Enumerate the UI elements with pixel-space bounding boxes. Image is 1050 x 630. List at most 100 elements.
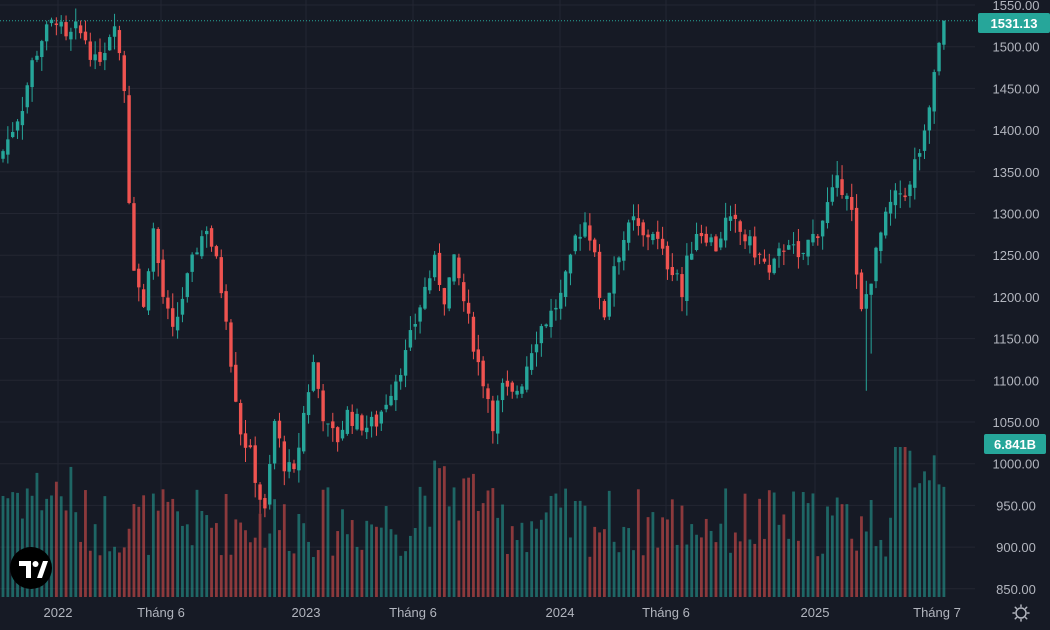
candle-body [641,222,645,236]
candle-body [534,344,539,353]
candle-body [365,427,369,433]
candle-body [302,412,306,452]
candle-body [845,195,849,200]
volume-bar [79,541,82,597]
volume-bar [74,512,78,597]
candle-body [544,324,548,327]
candle-body [646,234,650,238]
volume-bar [617,552,621,597]
candle-body [132,203,136,271]
volume-bar [244,530,247,597]
candle-body [529,353,534,370]
candle-body [457,257,461,279]
candle-body [723,217,728,241]
candle-body [340,429,345,439]
volume-bar [874,546,878,597]
volume-bar [932,455,936,597]
x-tick-label: 2025 [801,605,830,620]
candle-body [893,190,898,206]
volume-bar [438,468,441,597]
candle-body [922,130,927,151]
volume-bar [486,490,490,597]
volume-bar [142,495,146,597]
volume-bar [409,535,412,597]
candle-body [525,366,529,390]
volume-bar [35,472,39,597]
candle-body [190,254,194,272]
volume-bar [282,504,286,597]
y-tick-label: 1000.00 [993,457,1040,472]
volume-bar [850,538,854,597]
volume-bar [423,495,427,597]
volume-bar [743,493,747,597]
candle-body [510,382,514,392]
candle-body [588,225,592,241]
candle-body [88,41,92,60]
volume-bar [860,516,863,597]
volume-bar [840,504,844,597]
volume-bar [661,517,664,597]
candle-body [932,72,936,112]
volume-bar [709,530,713,597]
volume-bar [510,526,514,597]
volume-bar [821,553,825,597]
volume-bar [700,537,703,597]
x-tick-label: Tháng 6 [642,605,690,620]
volume-bar [753,543,757,597]
volume-bar [763,538,766,597]
volume-bar [806,503,810,597]
candle-body [432,254,437,278]
candle-body [864,294,868,309]
candle-body [854,207,859,275]
volume-bar [787,538,791,597]
volume-bar [636,489,640,597]
settings-gear-icon[interactable] [1012,604,1030,622]
volume-bar [719,523,723,597]
candle-body [122,55,126,92]
candle-body [626,222,631,243]
candle-body [816,236,820,239]
candle-body [554,307,558,310]
y-tick-label: 900.00 [996,540,1036,555]
volume-bar [942,486,946,597]
volume-bar [898,447,902,597]
x-tick-label: 2022 [44,605,73,620]
candle-body [471,316,476,352]
volume-bar [16,492,19,597]
candle-body [326,423,330,425]
candle-body [49,19,54,24]
volume-bar [137,506,141,597]
candle-body [898,193,902,195]
candle-body [350,411,354,426]
candle-body [282,441,286,472]
volume-bar [913,487,917,597]
volume-bar [695,534,698,597]
volume-bar [603,529,606,597]
volume-bar [651,512,655,597]
volume-bar [147,554,150,597]
candle-body [379,411,383,424]
candle-body [559,292,563,309]
x-tick-label: Tháng 6 [137,605,185,620]
volume-bar [25,488,29,597]
volume-bar [632,550,635,597]
volume-bar [506,553,509,597]
volume-bar [122,547,126,597]
candle-body [670,267,674,276]
y-axis: 1550.00 1500.00 1450.00 1400.00 1350.00 1300.… [993,0,1040,597]
candle-body [840,179,844,195]
volume-bar [758,498,761,597]
candle-body [728,216,733,221]
candle-body [656,231,660,239]
volume-bar [811,493,815,597]
volume-bar [292,553,296,597]
candle-body [306,392,311,416]
candle-body [782,250,786,252]
tradingview-logo[interactable] [10,547,52,589]
volume-bar [845,504,849,597]
volume-bar [413,528,417,597]
candle-body [263,498,267,509]
candle-body [243,433,248,448]
x-tick-label: Tháng 7 [913,605,961,620]
y-tick-label: 1350.00 [993,165,1040,180]
